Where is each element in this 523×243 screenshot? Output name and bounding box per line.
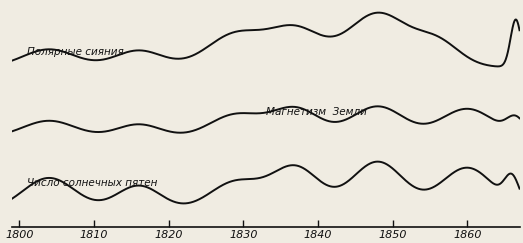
Text: Число солнечных пятен: Число солнечных пятен <box>27 178 157 188</box>
Text: Магнетизм  Земли: Магнетизм Земли <box>266 107 367 117</box>
Text: Полярные сияния: Полярные сияния <box>27 47 123 57</box>
